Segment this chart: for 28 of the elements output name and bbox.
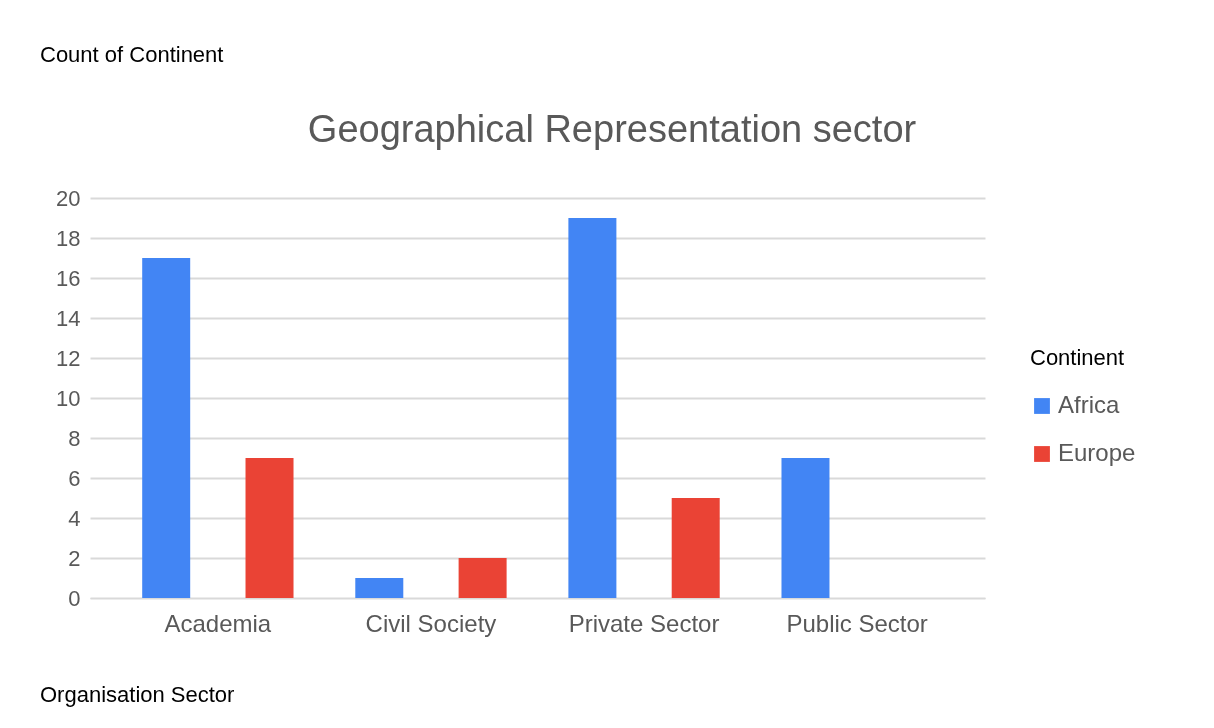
legend-title: Continent: [1030, 345, 1125, 370]
y-tick-label: 8: [68, 425, 81, 451]
y-tick-label: 0: [68, 585, 81, 611]
legend-label: Europe: [1058, 439, 1136, 466]
bar: [671, 498, 720, 598]
bar: [781, 458, 830, 598]
x-tick-label: Private Sector: [568, 609, 720, 637]
y-tick-label: 20: [56, 185, 81, 211]
y-tick-label: 12: [56, 345, 81, 371]
chart-title: Geographical Representation sector: [307, 108, 917, 150]
bar: [355, 578, 404, 598]
y-tick-label: 14: [56, 305, 81, 331]
text: Count of Continent: [40, 42, 224, 67]
y-tick-label: 4: [68, 505, 81, 531]
bar: [458, 558, 507, 598]
x-tick-label: Academia: [164, 609, 272, 637]
bar: [245, 458, 294, 598]
x-tick-label: Civil Society: [365, 609, 497, 637]
y-tick-label: 2: [68, 545, 81, 571]
y-tick-label: 6: [68, 465, 81, 491]
y-tick-label: 18: [56, 225, 81, 251]
legend-label: Africa: [1058, 391, 1120, 418]
bar: [568, 218, 617, 598]
bar: [142, 258, 191, 598]
x-tick-label: Public Sector: [786, 609, 928, 637]
y-tick-label: 16: [56, 265, 81, 291]
y-tick-label: 10: [56, 385, 81, 411]
x-axis-title: Organisation Sector: [40, 682, 235, 707]
